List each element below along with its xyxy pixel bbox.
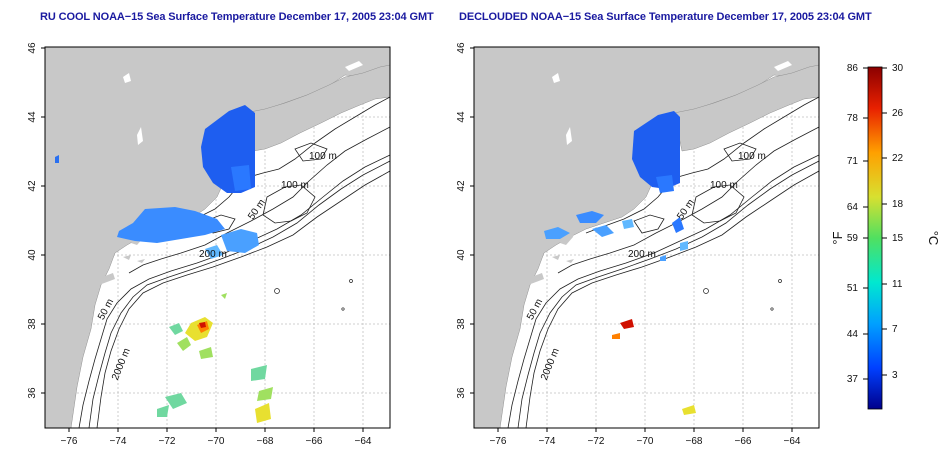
y-tick-label: 44 bbox=[27, 111, 38, 123]
y-tick-label: 38 bbox=[27, 318, 38, 330]
x-tick-label: −68 bbox=[257, 436, 274, 447]
c-tick-label: 7 bbox=[892, 324, 898, 335]
x-tick-label: −64 bbox=[784, 436, 801, 447]
y-axis-labels-left: 36 38 40 42 44 46 bbox=[27, 42, 38, 399]
f-tick-label: 64 bbox=[847, 202, 859, 213]
contour-label-200m: 200 m bbox=[199, 249, 227, 260]
c-tick-label: 3 bbox=[892, 370, 898, 381]
f-tick-label: 51 bbox=[847, 283, 859, 294]
x-tick-label: −74 bbox=[539, 436, 556, 447]
colorbar-unit-fahrenheit: °F bbox=[830, 231, 845, 244]
contour-label-100m-a: 100 m bbox=[309, 151, 337, 162]
c-tick-label: 22 bbox=[892, 153, 904, 164]
colorbar-fahrenheit-labels: 86 78 71 64 59 51 44 37 bbox=[847, 63, 859, 385]
y-tick-label: 40 bbox=[27, 249, 38, 261]
f-tick-label: 71 bbox=[847, 156, 859, 167]
x-tick-label: −68 bbox=[686, 436, 703, 447]
panel-title-right: DECLOUDED NOAA−15 Sea Surface Temperatur… bbox=[459, 11, 872, 23]
sst-overlay-left bbox=[55, 105, 273, 423]
contour-label-100m-a: 100 m bbox=[738, 151, 766, 162]
f-tick-label: 86 bbox=[847, 63, 859, 74]
x-tick-label: −70 bbox=[208, 436, 225, 447]
y-tick-label: 36 bbox=[27, 387, 38, 399]
c-tick-label: 15 bbox=[892, 233, 904, 244]
x-tick-label: −76 bbox=[490, 436, 507, 447]
sst-overlay-right bbox=[544, 111, 696, 415]
contour-label-200m: 200 m bbox=[628, 249, 656, 260]
y-tick-label: 38 bbox=[456, 318, 467, 330]
f-tick-label: 78 bbox=[847, 113, 859, 124]
y-tick-label: 42 bbox=[27, 180, 38, 192]
y-tick-label: 36 bbox=[456, 387, 467, 399]
contour-label-100m-b: 100 m bbox=[281, 180, 309, 191]
colorbar-celsius-labels: 30 26 22 18 15 11 7 3 bbox=[892, 63, 904, 381]
y-tick-label: 46 bbox=[27, 42, 38, 54]
map-panel-left: 100 m 100 m 50 m 200 m 50 m 2000 m −76 −… bbox=[27, 42, 391, 447]
x-axis-labels-left: −76 −74 −72 −70 −68 −66 −64 bbox=[61, 436, 372, 447]
x-tick-label: −70 bbox=[637, 436, 654, 447]
y-tick-label: 40 bbox=[456, 249, 467, 261]
axis-ticks-right bbox=[470, 47, 793, 432]
colorbar-gradient bbox=[867, 66, 883, 410]
c-tick-label: 26 bbox=[892, 108, 904, 119]
x-tick-label: −76 bbox=[61, 436, 78, 447]
c-tick-label: 11 bbox=[892, 279, 903, 290]
x-tick-label: −72 bbox=[588, 436, 605, 447]
temperature-colorbar: 86 78 71 64 59 51 44 37 30 26 22 18 15 1… bbox=[830, 63, 941, 410]
x-tick-label: −66 bbox=[735, 436, 752, 447]
y-tick-label: 46 bbox=[456, 42, 467, 54]
f-tick-label: 59 bbox=[847, 233, 859, 244]
x-tick-label: −72 bbox=[159, 436, 176, 447]
contour-label-100m-b: 100 m bbox=[710, 180, 738, 191]
x-tick-label: −64 bbox=[355, 436, 372, 447]
colorbar-unit-celsius: °C bbox=[926, 231, 941, 246]
x-tick-label: −74 bbox=[110, 436, 127, 447]
x-tick-label: −66 bbox=[306, 436, 323, 447]
y-tick-label: 42 bbox=[456, 180, 467, 192]
c-tick-label: 30 bbox=[892, 63, 904, 74]
y-axis-labels-right: 36 38 40 42 44 46 bbox=[456, 42, 467, 399]
axis-ticks-left bbox=[41, 47, 364, 432]
panel-title-left: RU COOL NOAA−15 Sea Surface Temperature … bbox=[40, 11, 434, 23]
f-tick-label: 44 bbox=[847, 329, 859, 340]
x-axis-labels-right: −76 −74 −72 −70 −68 −66 −64 bbox=[490, 436, 801, 447]
map-panel-right: 100 m 100 m 50 m 200 m 50 m 2000 m −76 −… bbox=[456, 42, 820, 447]
y-tick-label: 44 bbox=[456, 111, 467, 123]
f-tick-label: 37 bbox=[847, 374, 859, 385]
c-tick-label: 18 bbox=[892, 199, 904, 210]
